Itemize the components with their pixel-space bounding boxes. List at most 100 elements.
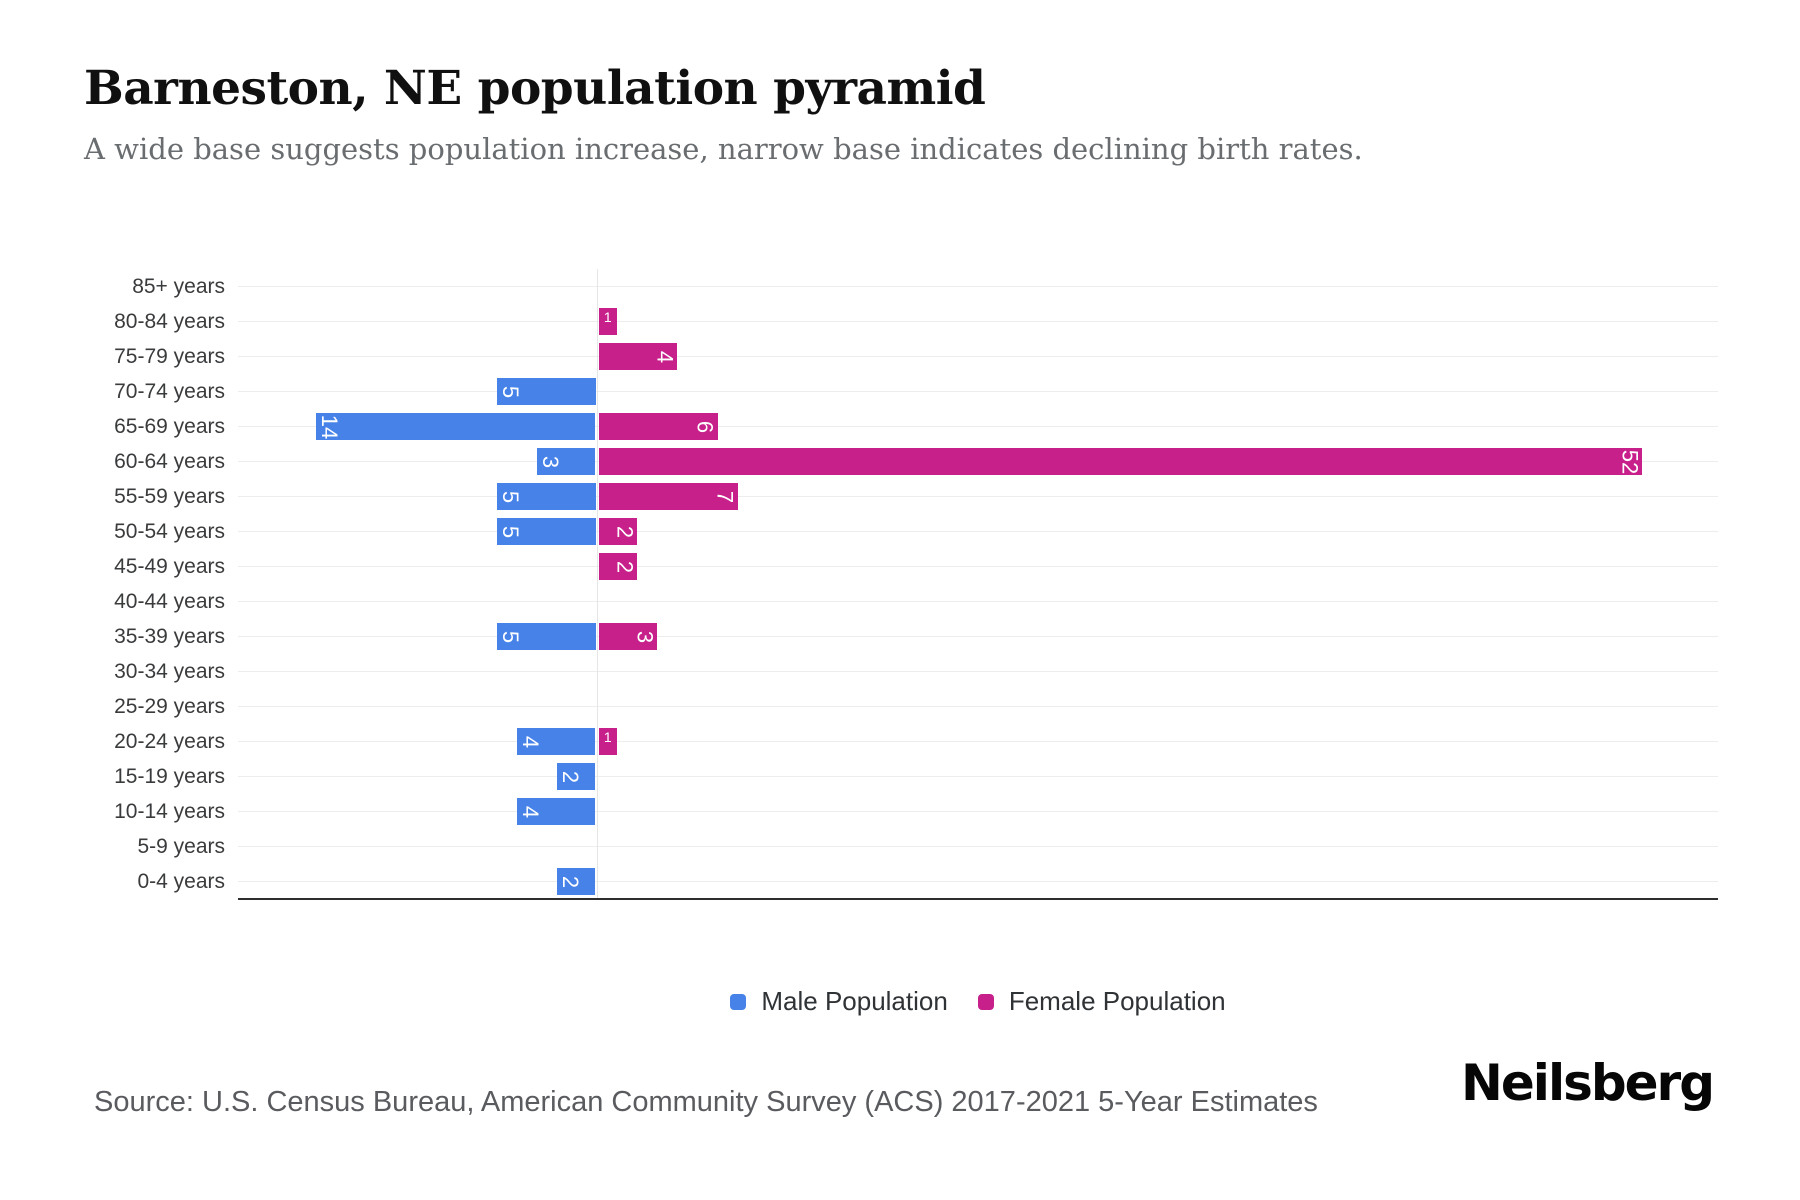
category-row [238, 829, 1718, 864]
legend-label-female: Female Population [1008, 986, 1226, 1016]
y-axis-label: 40-44 years [114, 589, 225, 613]
male-bar[interactable]: 5 [496, 483, 596, 510]
category-row: 4 [238, 794, 1718, 829]
source-note: Source: U.S. Census Bureau, American Com… [94, 1086, 1318, 1118]
female-bar[interactable]: 1 [598, 728, 618, 755]
gridline [238, 531, 1718, 532]
neilsberg-logo: Neilsberg [1461, 1054, 1715, 1112]
y-axis-label: 5-9 years [137, 834, 225, 858]
bar-value-label: 5 [497, 630, 523, 643]
y-axis-label: 0-4 years [137, 869, 225, 893]
gridline [238, 601, 1718, 602]
male-bar[interactable]: 14 [315, 413, 596, 440]
y-axis-label: 55-59 years [114, 484, 225, 508]
bar-value-label: 4 [517, 735, 543, 748]
bar-value-label: 4 [652, 350, 678, 363]
female-bar[interactable]: 3 [598, 623, 658, 650]
legend-item-male[interactable]: Male Population [730, 986, 948, 1017]
page-title: Barneston, NE population pyramid [84, 61, 986, 116]
female-bar[interactable]: 1 [598, 308, 618, 335]
y-axis-label: 20-24 years [114, 729, 225, 753]
male-bar[interactable]: 2 [556, 763, 596, 790]
bar-value-label: 5 [497, 490, 523, 503]
female-bar[interactable]: 4 [598, 343, 678, 370]
category-row: 2 [238, 759, 1718, 794]
bar-value-label: 5 [497, 385, 523, 398]
category-row: 3 52 [238, 444, 1718, 479]
center-axis-line [597, 269, 598, 899]
male-bar[interactable]: 2 [556, 868, 596, 895]
y-axis-label: 85+ years [132, 274, 225, 298]
bar-value-label: 2 [557, 770, 583, 783]
category-row: 14 6 [238, 409, 1718, 444]
gridline [238, 881, 1718, 882]
x-axis-line [238, 897, 1718, 900]
bar-value-label: 52 [1617, 449, 1643, 474]
gridline [238, 496, 1718, 497]
gridline [238, 776, 1718, 777]
legend-item-female[interactable]: Female Population [977, 986, 1226, 1017]
male-bar[interactable]: 5 [496, 378, 596, 405]
y-axis-label: 70-74 years [114, 379, 225, 403]
male-bar[interactable]: 5 [496, 623, 596, 650]
bar-value-label: 2 [612, 560, 638, 573]
gridline [238, 286, 1718, 287]
plot-area: 1 4 5 14 6 3 52 5 7 5 2 2 5 3 4 1 2 4 2 [238, 269, 1718, 900]
male-bar[interactable]: 5 [496, 518, 596, 545]
bar-rows: 1 4 5 14 6 3 52 5 7 5 2 2 5 3 4 1 2 4 2 [238, 269, 1718, 899]
category-row [238, 654, 1718, 689]
gridline [238, 671, 1718, 672]
gridline [238, 846, 1718, 847]
female-bar[interactable]: 52 [598, 448, 1643, 475]
y-axis-label: 10-14 years [114, 799, 225, 823]
category-row: 2 [238, 864, 1718, 899]
bar-value-label: 2 [612, 525, 638, 538]
y-axis-label: 80-84 years [114, 309, 225, 333]
gridline [238, 321, 1718, 322]
bar-value-label: 3 [632, 630, 658, 643]
y-axis-label: 45-49 years [114, 554, 225, 578]
y-axis-label: 50-54 years [114, 519, 225, 543]
bar-value-label: 14 [316, 414, 342, 439]
bar-value-label: 7 [712, 490, 738, 503]
female-bar[interactable]: 2 [598, 553, 638, 580]
female-bar[interactable]: 2 [598, 518, 638, 545]
category-row: 5 [238, 374, 1718, 409]
male-swatch-icon [730, 993, 747, 1010]
gridline [238, 636, 1718, 637]
female-swatch-icon [977, 993, 994, 1010]
bar-value-label: 3 [537, 455, 563, 468]
female-bar[interactable]: 7 [598, 483, 738, 510]
category-row [238, 689, 1718, 724]
bar-value-label: 1 [603, 309, 612, 325]
gridline [238, 356, 1718, 357]
male-bar[interactable]: 4 [516, 728, 596, 755]
gridline [238, 426, 1718, 427]
female-bar[interactable]: 6 [598, 413, 718, 440]
y-axis-label: 25-29 years [114, 694, 225, 718]
male-bar[interactable]: 3 [536, 448, 596, 475]
bar-value-label: 2 [557, 875, 583, 888]
bar-value-label: 4 [517, 805, 543, 818]
y-axis-label: 60-64 years [114, 449, 225, 473]
page-subtitle: A wide base suggests population increase… [84, 132, 1363, 166]
male-bar[interactable]: 4 [516, 798, 596, 825]
y-axis-label: 35-39 years [114, 624, 225, 648]
y-axis-label: 65-69 years [114, 414, 225, 438]
gridline [238, 811, 1718, 812]
y-axis-labels: 85+ years 80-84 years 75-79 years 70-74 yea… [60, 269, 225, 899]
legend: Male Population Female Population [238, 986, 1718, 1017]
y-axis-label: 15-19 years [114, 764, 225, 788]
gridline [238, 566, 1718, 567]
gridline [238, 706, 1718, 707]
category-row [238, 269, 1718, 304]
category-row: 1 [238, 304, 1718, 339]
bar-value-label: 1 [603, 729, 612, 745]
gridline [238, 741, 1718, 742]
y-axis-label: 30-34 years [114, 659, 225, 683]
category-row: 2 [238, 549, 1718, 584]
